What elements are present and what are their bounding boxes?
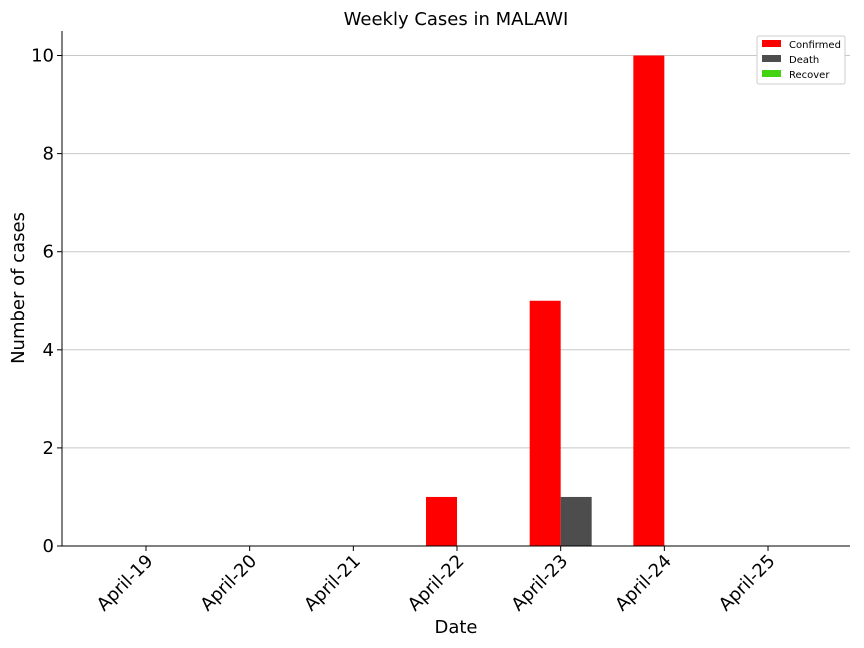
y-tick-label: 8	[43, 144, 54, 165]
y-tick-label: 10	[31, 46, 54, 67]
x-tick-label: April-21	[300, 551, 365, 616]
y-tick-label: 6	[43, 242, 54, 263]
legend: Confirmed Death Recover	[756, 35, 846, 85]
y-tick-label: 4	[43, 340, 54, 361]
legend-label-confirmed: Confirmed	[789, 40, 841, 51]
legend-swatch-confirmed	[762, 40, 781, 47]
bar-death-april-23	[560, 496, 592, 546]
legend-swatch-death	[762, 55, 781, 62]
x-tick-label: April-20	[196, 551, 261, 616]
bar-confirmed-april-22	[426, 496, 458, 546]
axes	[61, 31, 850, 547]
grid-lines	[62, 55, 850, 449]
y-tick-label: 2	[43, 438, 54, 459]
x-axis-label: Date	[434, 617, 477, 638]
x-tick-label: April-23	[507, 551, 572, 616]
legend-label-death: Death	[789, 55, 819, 66]
legend-swatch-recover	[762, 70, 781, 77]
x-tick-label: April-22	[404, 551, 469, 616]
y-axis-label: Number of cases	[8, 212, 29, 364]
x-tick-label: April-19	[93, 551, 158, 616]
bar-confirmed-april-23	[529, 300, 561, 546]
bars	[426, 55, 665, 547]
chart-title: Weekly Cases in MALAWI	[344, 9, 569, 30]
x-tick-label: April-24	[611, 551, 676, 616]
bar-confirmed-april-24	[633, 55, 665, 547]
x-tick-label: April-25	[715, 551, 780, 616]
y-tick-label: 0	[43, 536, 54, 557]
y-ticks: 0 2 4 6 8 10	[31, 46, 62, 557]
x-ticks: April-19 April-20 April-21 April-22 April-23…	[93, 546, 780, 615]
legend-label-recover: Recover	[789, 70, 830, 81]
